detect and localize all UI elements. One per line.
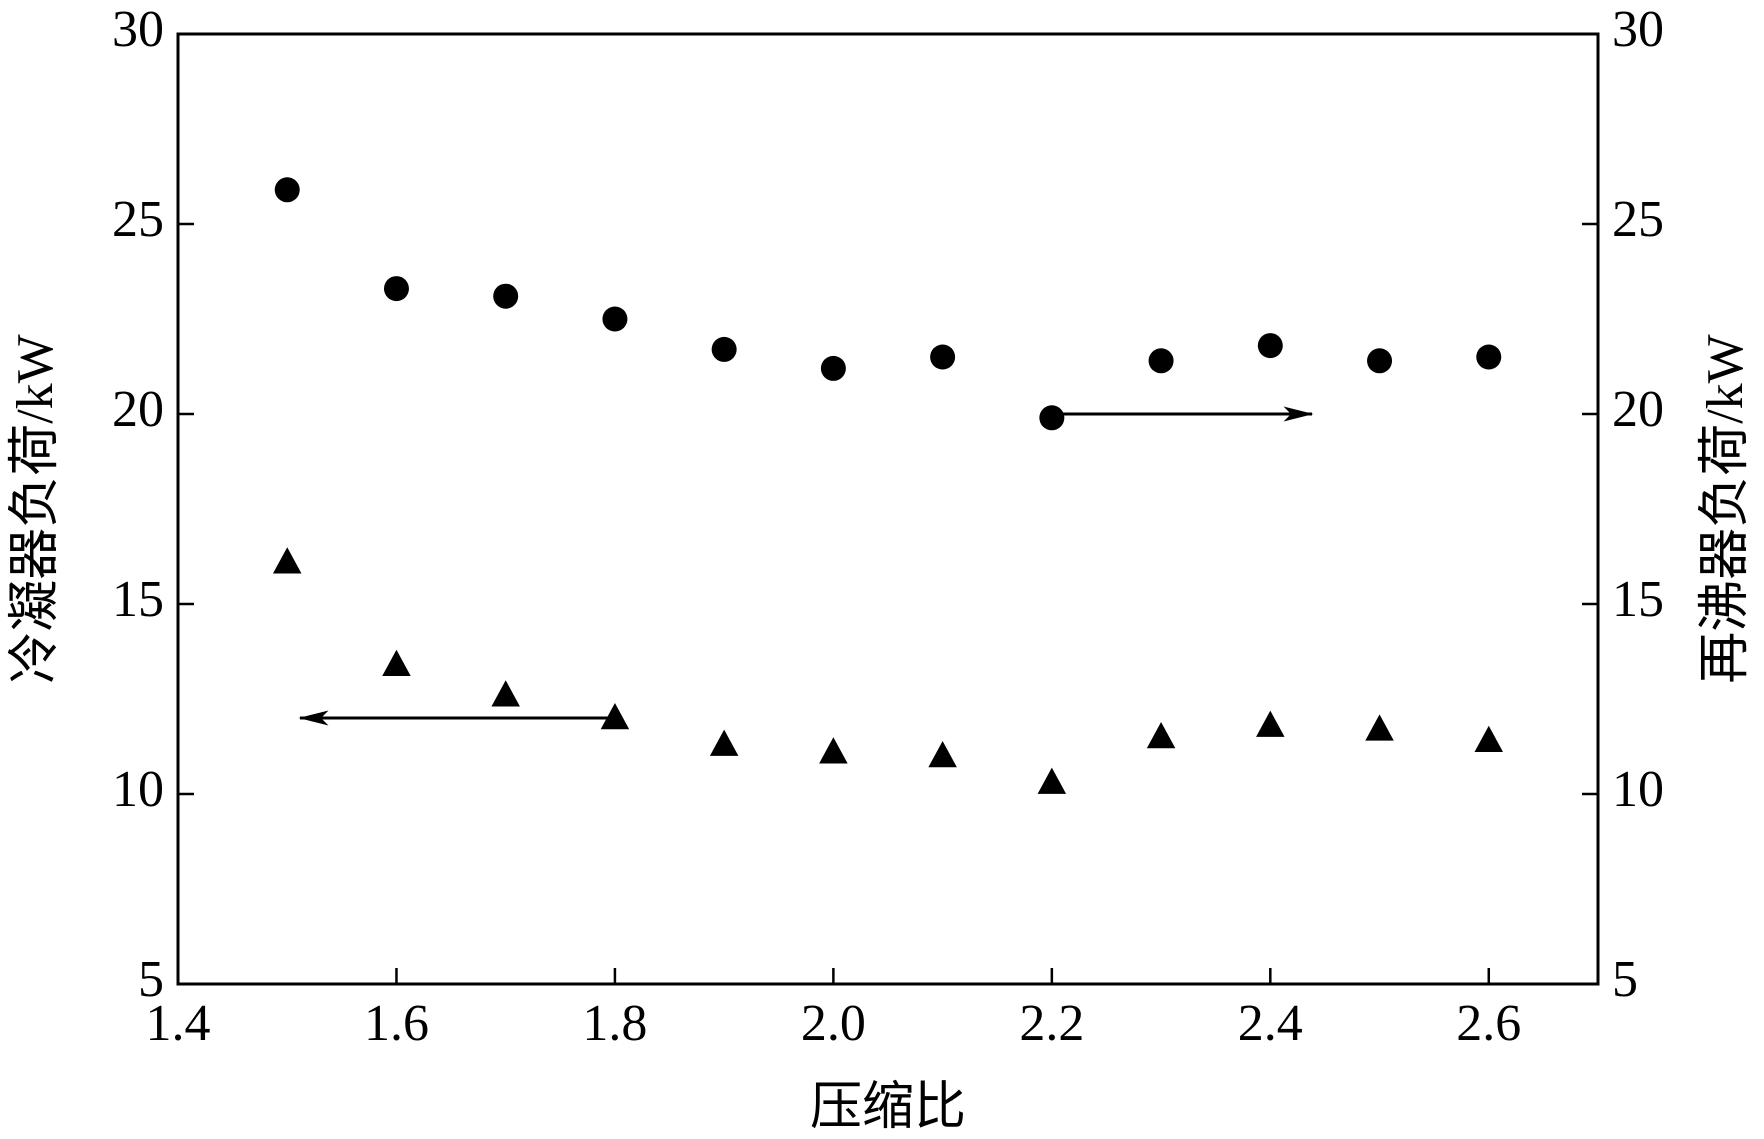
y2-tick-label: 5 [1612, 951, 1638, 1008]
x-tick-label: 1.8 [582, 995, 647, 1052]
x-tick-label: 2.0 [801, 995, 866, 1052]
y2-tick-label: 15 [1612, 571, 1664, 628]
triangle-point [709, 729, 739, 756]
circle-point [1367, 348, 1393, 374]
circle-point [1257, 333, 1283, 359]
circle-point [1476, 344, 1502, 370]
circle-point [493, 283, 519, 309]
circle-point [602, 306, 628, 332]
y2-tick-label: 10 [1612, 761, 1664, 818]
y2-tick-label: 20 [1612, 381, 1664, 438]
y-tick-label: 30 [112, 1, 164, 58]
triangle-point [1474, 725, 1504, 753]
x-tick-label: 1.4 [146, 995, 211, 1052]
triangle-point [1365, 714, 1394, 741]
x-tick-label: 2.2 [1019, 995, 1084, 1052]
circle-point [274, 177, 300, 203]
x-tick-label: 2.4 [1238, 995, 1303, 1052]
triangle-point [272, 547, 302, 574]
triangle-point [382, 649, 411, 677]
triangle-point [491, 680, 520, 707]
circle-point [820, 355, 846, 381]
triangle-point [1037, 767, 1067, 794]
circle-point [1039, 405, 1065, 431]
circle-point [383, 276, 409, 302]
plot-frame [176, 32, 1600, 986]
triangle-point [600, 703, 630, 730]
y-axis-label: 冷凝器负荷/kW [7, 334, 64, 684]
y-tick-label: 15 [112, 571, 164, 628]
x-tick-label: 2.6 [1456, 995, 1521, 1052]
x-tick-label: 1.6 [364, 995, 429, 1052]
y-tick-label: 20 [112, 381, 164, 438]
circle-point [930, 344, 956, 370]
triangle-point [1256, 710, 1285, 737]
y-tick-label: 10 [112, 761, 164, 818]
y-tick-label: 25 [112, 191, 164, 248]
triangle-point [1146, 722, 1176, 749]
y2-tick-label: 30 [1612, 1, 1664, 58]
triangle-point [928, 741, 957, 768]
y2-tick-label: 25 [1612, 191, 1664, 248]
x-axis-label: 压缩比 [810, 1079, 966, 1136]
y-tick-label: 5 [138, 951, 164, 1008]
circle-point [711, 336, 737, 362]
y2-axis-label: 再沸器负荷/kW [1697, 334, 1754, 684]
circle-point [1148, 348, 1174, 374]
triangle-point [819, 737, 848, 764]
